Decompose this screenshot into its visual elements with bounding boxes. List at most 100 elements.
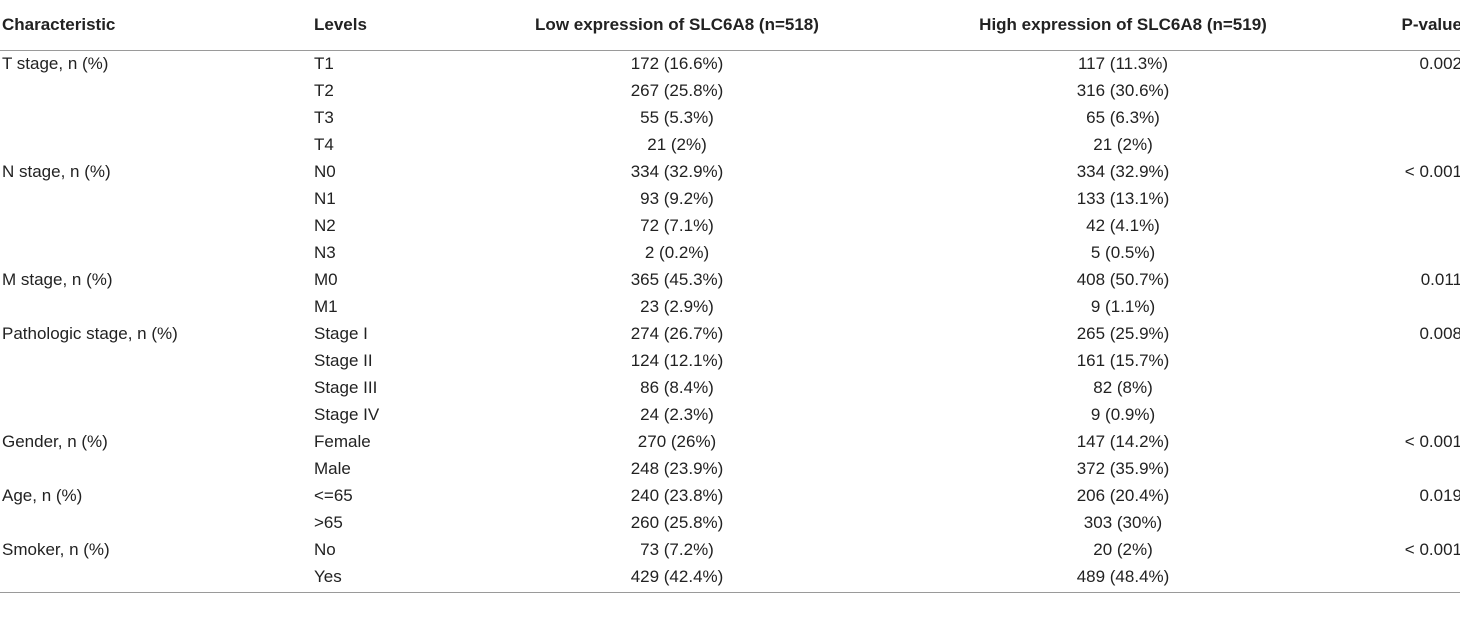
- cell-high-expression: 489 (48.4%): [900, 563, 1346, 593]
- cell-low-expression: 23 (2.9%): [640, 296, 714, 316]
- cell-low-expression: 55 (5.3%): [640, 107, 714, 127]
- cell-low-expression: 260 (25.8%): [630, 512, 724, 532]
- header-characteristic: Characteristic: [0, 0, 314, 51]
- cell-p-value: [1346, 185, 1460, 212]
- cell-p-value: [1346, 131, 1460, 158]
- cell-low-expression: 365 (45.3%): [630, 269, 724, 289]
- cell-level: T3: [314, 107, 334, 127]
- cell-level: M0: [314, 269, 338, 289]
- cell-low-expression: 124 (12.1%): [630, 350, 724, 370]
- table-row: Stage IV 24 (2.3%) 9 (0.9%): [0, 401, 1460, 428]
- cell-characteristic: [0, 455, 314, 482]
- cell-characteristic: [0, 401, 314, 428]
- cell-level: N0: [314, 161, 336, 181]
- cell-p-value: < 0.001: [1404, 431, 1460, 451]
- cell-high-expression: 303 (30%): [1083, 512, 1163, 532]
- cell-p-value: 0.011: [1420, 269, 1460, 289]
- cell-characteristic: Pathologic stage, n (%): [2, 323, 178, 343]
- header-row: Characteristic Levels Low expression of …: [0, 0, 1460, 51]
- cell-characteristic: [0, 185, 314, 212]
- cell-characteristic: [0, 293, 314, 320]
- cell-high-expression: 5 (0.5%): [1090, 242, 1156, 262]
- cell-high-expression: 20 (2%): [1093, 539, 1153, 559]
- cell-p-value: [1346, 563, 1460, 593]
- table-row: Male 248 (23.9%) 372 (35.9%): [0, 455, 1460, 482]
- cell-level: >65: [314, 512, 343, 532]
- cell-high-expression: 372 (35.9%): [1076, 458, 1170, 478]
- cell-characteristic: [0, 104, 314, 131]
- cell-characteristic: Age, n (%): [2, 485, 83, 505]
- cell-p-value: [1346, 104, 1460, 131]
- characteristics-table: Characteristic Levels Low expression of …: [0, 0, 1460, 593]
- table-row: N2 72 (7.1%) 42 (4.1%): [0, 212, 1460, 239]
- table-row: Pathologic stage, n (%) Stage I 274 (26.7%…: [0, 320, 1460, 347]
- cell-level: T2: [314, 80, 334, 100]
- cell-low-expression: 429 (42.4%): [454, 563, 900, 593]
- cell-p-value: [1346, 293, 1460, 320]
- cell-characteristic: Gender, n (%): [2, 431, 108, 451]
- cell-low-expression: 274 (26.7%): [630, 323, 724, 343]
- cell-characteristic: [0, 347, 314, 374]
- cell-p-value: [1346, 212, 1460, 239]
- cell-high-expression: 334 (32.9%): [1076, 161, 1170, 181]
- cell-level: T1: [314, 53, 334, 73]
- cell-level: Stage III: [314, 377, 378, 397]
- table-row: Stage II 124 (12.1%) 161 (15.7%): [0, 347, 1460, 374]
- cell-high-expression: 9 (1.1%): [1090, 296, 1156, 316]
- table-row: M1 23 (2.9%) 9 (1.1%): [0, 293, 1460, 320]
- cell-low-expression: 172 (16.6%): [630, 53, 724, 73]
- cell-level: Stage I: [314, 323, 368, 343]
- cell-low-expression: 86 (8.4%): [640, 377, 714, 397]
- cell-high-expression: 206 (20.4%): [1076, 485, 1170, 505]
- cell-low-expression: 72 (7.1%): [640, 215, 714, 235]
- cell-level: M1: [314, 296, 338, 316]
- cell-low-expression: 240 (23.8%): [630, 485, 724, 505]
- cell-level: No: [314, 539, 336, 559]
- table-row: N3 2 (0.2%) 5 (0.5%): [0, 239, 1460, 266]
- cell-low-expression: 24 (2.3%): [640, 404, 714, 424]
- cell-characteristic: N stage, n (%): [2, 161, 111, 181]
- table-row: Gender, n (%) Female 270 (26%) 147 (14.2%) <…: [0, 428, 1460, 455]
- cell-level: Stage IV: [314, 404, 380, 424]
- cell-level: N3: [314, 242, 336, 262]
- cell-p-value: [1346, 239, 1460, 266]
- table-row: T stage, n (%) T1 172 (16.6%) 117 (11.3%) 0.…: [0, 50, 1460, 77]
- cell-p-value: < 0.001: [1404, 539, 1460, 559]
- cell-low-expression: 21 (2%): [647, 134, 707, 154]
- cell-p-value: [1346, 347, 1460, 374]
- table-row: M stage, n (%) M0 365 (45.3%) 408 (50.7%) 0.…: [0, 266, 1460, 293]
- table-row: N stage, n (%) N0 334 (32.9%) 334 (32.9%) < …: [0, 158, 1460, 185]
- cell-high-expression: 42 (4.1%): [1086, 215, 1160, 235]
- cell-characteristic: [0, 77, 314, 104]
- cell-low-expression: 270 (26%): [637, 431, 717, 451]
- cell-low-expression: 267 (25.8%): [630, 80, 724, 100]
- cell-characteristic: T stage, n (%): [2, 53, 109, 73]
- header-levels: Levels: [314, 0, 454, 51]
- cell-high-expression: 82 (8%): [1093, 377, 1153, 397]
- cell-p-value: [1346, 509, 1460, 536]
- cell-low-expression: 248 (23.9%): [630, 458, 724, 478]
- cell-level: N2: [314, 215, 336, 235]
- cell-high-expression: 265 (25.9%): [1076, 323, 1170, 343]
- table-header: Characteristic Levels Low expression of …: [0, 0, 1460, 51]
- cell-p-value: 0.002: [1419, 53, 1460, 73]
- cell-p-value: < 0.001: [1404, 161, 1460, 181]
- cell-p-value: [1346, 374, 1460, 401]
- cell-p-value: 0.019: [1419, 485, 1460, 505]
- table-row: N1 93 (9.2%) 133 (13.1%): [0, 185, 1460, 212]
- table-body: T stage, n (%) T1 172 (16.6%) 117 (11.3%) 0.…: [0, 50, 1460, 593]
- cell-high-expression: 161 (15.7%): [1076, 350, 1170, 370]
- cell-low-expression: 334 (32.9%): [630, 161, 724, 181]
- cell-low-expression: 2 (0.2%): [644, 242, 710, 262]
- cell-characteristic: [0, 212, 314, 239]
- cell-p-value: 0.008: [1419, 323, 1460, 343]
- table-row: T4 21 (2%) 21 (2%): [0, 131, 1460, 158]
- cell-level: Female: [314, 431, 371, 451]
- cell-high-expression: 9 (0.9%): [1090, 404, 1156, 424]
- cell-high-expression: 65 (6.3%): [1086, 107, 1160, 127]
- cell-level: Stage II: [314, 350, 373, 370]
- cell-p-value: [1346, 77, 1460, 104]
- cell-level: N1: [314, 188, 336, 208]
- cell-high-expression: 408 (50.7%): [1076, 269, 1170, 289]
- cell-high-expression: 21 (2%): [1093, 134, 1153, 154]
